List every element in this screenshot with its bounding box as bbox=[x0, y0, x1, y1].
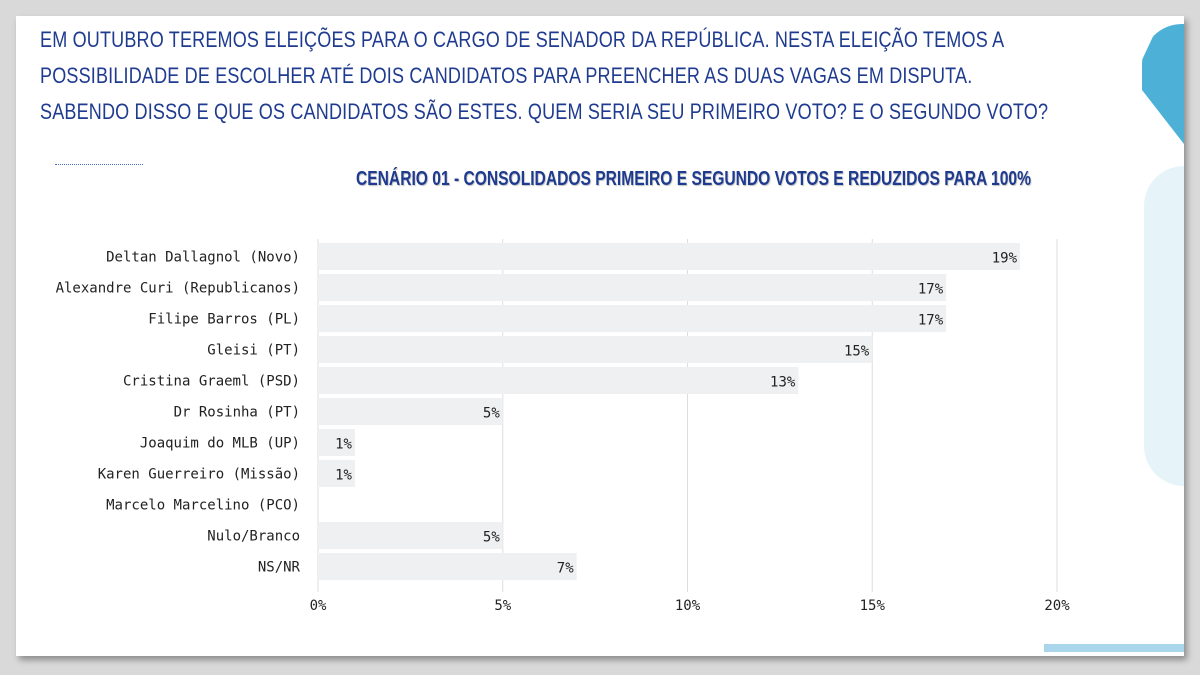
bar bbox=[318, 305, 947, 332]
x-tick-label: 5% bbox=[494, 598, 511, 614]
x-tick-label: 10% bbox=[675, 598, 701, 614]
bar bbox=[318, 243, 1021, 270]
data-label: 19% bbox=[992, 251, 1018, 267]
question-line-2: POSSIBILIDADE DE ESCOLHER ATÉ DOIS CANDI… bbox=[40, 63, 973, 88]
chart-title: CENÁRIO 01 - CONSOLIDADOS PRIMEIRO E SEG… bbox=[356, 168, 1031, 190]
category-label: Karen Guerreiro (Missão) bbox=[98, 467, 300, 483]
bar bbox=[318, 367, 799, 394]
category-label: Filipe Barros (PL) bbox=[148, 312, 300, 328]
decorative-shape-middle bbox=[1144, 166, 1184, 486]
category-label: NS/NR bbox=[258, 560, 301, 576]
bar bbox=[318, 398, 503, 425]
question-line-1: EM OUTUBRO TEREMOS ELEIÇÕES PARA O CARGO… bbox=[40, 27, 1005, 52]
data-label: 17% bbox=[918, 313, 944, 329]
category-label: Alexandre Curi (Republicanos) bbox=[56, 281, 300, 297]
data-label: 5% bbox=[483, 530, 500, 546]
dotted-divider bbox=[55, 164, 143, 165]
data-label: 7% bbox=[557, 561, 574, 577]
bar bbox=[318, 522, 503, 549]
category-label: Joaquim do MLB (UP) bbox=[140, 436, 300, 452]
category-label: Cristina Graeml (PSD) bbox=[123, 374, 300, 390]
bar bbox=[318, 429, 355, 456]
data-label: 15% bbox=[844, 344, 870, 360]
category-label: Marcelo Marcelino (PCO) bbox=[106, 498, 300, 514]
data-label: 17% bbox=[918, 282, 944, 298]
bar bbox=[318, 460, 355, 487]
bar bbox=[318, 553, 577, 580]
bar bbox=[318, 274, 947, 301]
bar bbox=[318, 336, 873, 363]
category-label: Dr Rosinha (PT) bbox=[174, 405, 300, 421]
category-label: Nulo/Branco bbox=[207, 529, 300, 545]
data-label: 5% bbox=[483, 406, 500, 422]
data-label: 1% bbox=[335, 437, 352, 453]
category-label: Gleisi (PT) bbox=[207, 343, 300, 359]
question-line-3: SABENDO DISSO E QUE OS CANDIDATOS SÃO ES… bbox=[40, 99, 1049, 124]
x-tick-label: 20% bbox=[1044, 598, 1070, 614]
x-tick-label: 0% bbox=[310, 598, 327, 614]
decorative-bar-bottom bbox=[1044, 644, 1184, 652]
category-label: Deltan Dallagnol (Novo) bbox=[106, 250, 300, 266]
data-label: 13% bbox=[770, 375, 796, 391]
x-tick-label: 15% bbox=[860, 598, 886, 614]
data-label: 1% bbox=[335, 468, 352, 484]
question-text: EM OUTUBRO TEREMOS ELEIÇÕES PARA O CARGO… bbox=[40, 22, 1049, 130]
